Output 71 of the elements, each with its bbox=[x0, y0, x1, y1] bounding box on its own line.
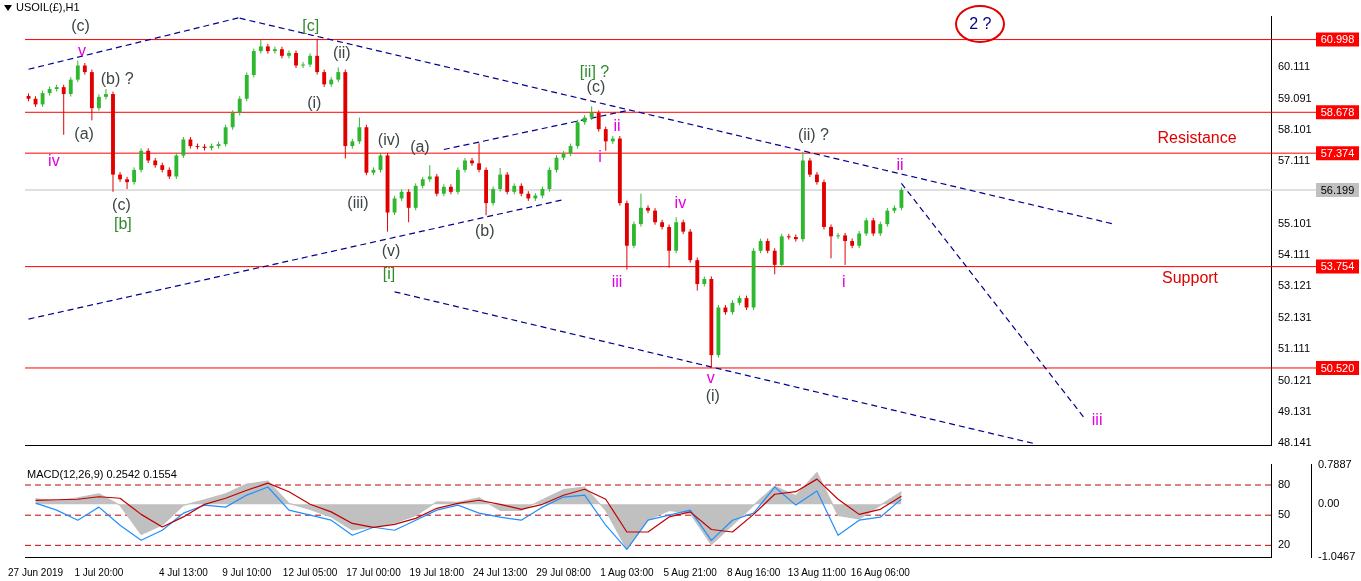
x-tick-label: 5 Aug 21:00 bbox=[663, 566, 718, 578]
x-tick-label: 17 Jul 00:00 bbox=[346, 566, 402, 578]
y-tick-label: 57.111 bbox=[1278, 154, 1311, 167]
x-tick-label: 9 Jul 10:00 bbox=[222, 566, 272, 578]
ref-line-label: 58.678 bbox=[1320, 105, 1355, 118]
x-tick-label: 24 Jul 13:00 bbox=[472, 566, 528, 578]
annotation: iv bbox=[48, 151, 60, 169]
chart-title: MACD(12,26,9) 0.2542 0.1554 bbox=[27, 467, 177, 480]
y2-tick-label: 80 bbox=[1278, 478, 1291, 491]
y-tick-label: 51.111 bbox=[1278, 342, 1311, 355]
annotation: (b) ? bbox=[100, 70, 134, 88]
y-tick-label: 55.101 bbox=[1278, 217, 1312, 230]
annotation: (ii) bbox=[332, 44, 351, 62]
annotation: (c) bbox=[112, 196, 131, 214]
annotation: [i] bbox=[382, 264, 396, 282]
x-tick-label: 4 Jul 13:00 bbox=[158, 566, 209, 578]
annotation: (i) bbox=[705, 387, 720, 405]
y2-tick-label: 20 bbox=[1278, 538, 1291, 551]
ref-line-label: 60.998 bbox=[1320, 33, 1355, 46]
annotation: iii bbox=[1091, 411, 1103, 429]
annotation: ii bbox=[896, 156, 904, 174]
annotation: (c) bbox=[586, 78, 606, 96]
annotation: v bbox=[78, 41, 87, 59]
x-tick-label: 13 Aug 11:00 bbox=[787, 566, 847, 578]
annotation: i bbox=[598, 148, 602, 166]
ref-line-label: 50.520 bbox=[1320, 361, 1355, 374]
x-tick-label: 29 Jul 08:00 bbox=[536, 566, 592, 578]
annotation: iii bbox=[611, 273, 623, 291]
y-tick-label: 59.091 bbox=[1278, 92, 1312, 105]
x-tick-label: 19 Jul 18:00 bbox=[409, 566, 465, 578]
y-tick-label: 0.7887 bbox=[1318, 457, 1352, 470]
y-tick-label: 0.00 bbox=[1318, 497, 1340, 510]
annotation: (iii) bbox=[347, 194, 369, 212]
y-tick-label: 53.121 bbox=[1278, 279, 1312, 292]
annotation: (iv) bbox=[377, 130, 401, 148]
annotation: (i) bbox=[307, 93, 322, 111]
annotation: (ii) ? bbox=[797, 126, 830, 144]
x-tick-label: 1 Aug 03:00 bbox=[600, 566, 655, 578]
y-tick-label: 54.111 bbox=[1278, 248, 1311, 261]
annotation: [ii] ? bbox=[579, 62, 610, 80]
x-tick-label: 27 Jun 2019 bbox=[8, 566, 64, 578]
annotation: iv bbox=[674, 193, 687, 211]
ref-line-label: 53.754 bbox=[1320, 260, 1355, 273]
y-tick-label: 48.141 bbox=[1278, 435, 1312, 448]
chart-title: USOIL(£),H1 bbox=[16, 1, 80, 14]
annotation: [c] bbox=[302, 16, 320, 34]
y2-tick-label: 50 bbox=[1278, 508, 1291, 521]
ref-line-label: 57.374 bbox=[1320, 146, 1355, 159]
x-tick-label: 1 Jul 20:00 bbox=[74, 566, 124, 578]
y-tick-label: 58.101 bbox=[1278, 123, 1312, 136]
x-tick-label: 8 Aug 16:00 bbox=[726, 566, 781, 578]
y-tick-label: 60.111 bbox=[1278, 60, 1311, 73]
annotation: (a) bbox=[74, 125, 94, 143]
annotation: Support bbox=[1162, 269, 1219, 287]
annotation: 2 ? bbox=[969, 14, 992, 32]
x-tick-label: 16 Aug 06:00 bbox=[850, 566, 911, 578]
annotation: [b] bbox=[113, 215, 132, 233]
annotation: (c) bbox=[71, 17, 90, 35]
annotation: i bbox=[841, 273, 846, 291]
annotation: (v) bbox=[381, 242, 401, 260]
y-tick-label: 49.131 bbox=[1278, 404, 1312, 417]
annotation: v bbox=[706, 369, 715, 387]
annotation: Resistance bbox=[1157, 128, 1237, 146]
x-tick-label: 12 Jul 05:00 bbox=[282, 566, 338, 578]
y-tick-label: 50.121 bbox=[1278, 373, 1312, 386]
annotation: (b) bbox=[474, 222, 495, 240]
annotation: (a) bbox=[410, 138, 430, 156]
y-tick-label: -1.0467 bbox=[1318, 550, 1356, 563]
ref-line-label: 56.199 bbox=[1320, 183, 1355, 196]
y-tick-label: 52.131 bbox=[1278, 310, 1312, 323]
annotation: ii bbox=[613, 116, 621, 134]
